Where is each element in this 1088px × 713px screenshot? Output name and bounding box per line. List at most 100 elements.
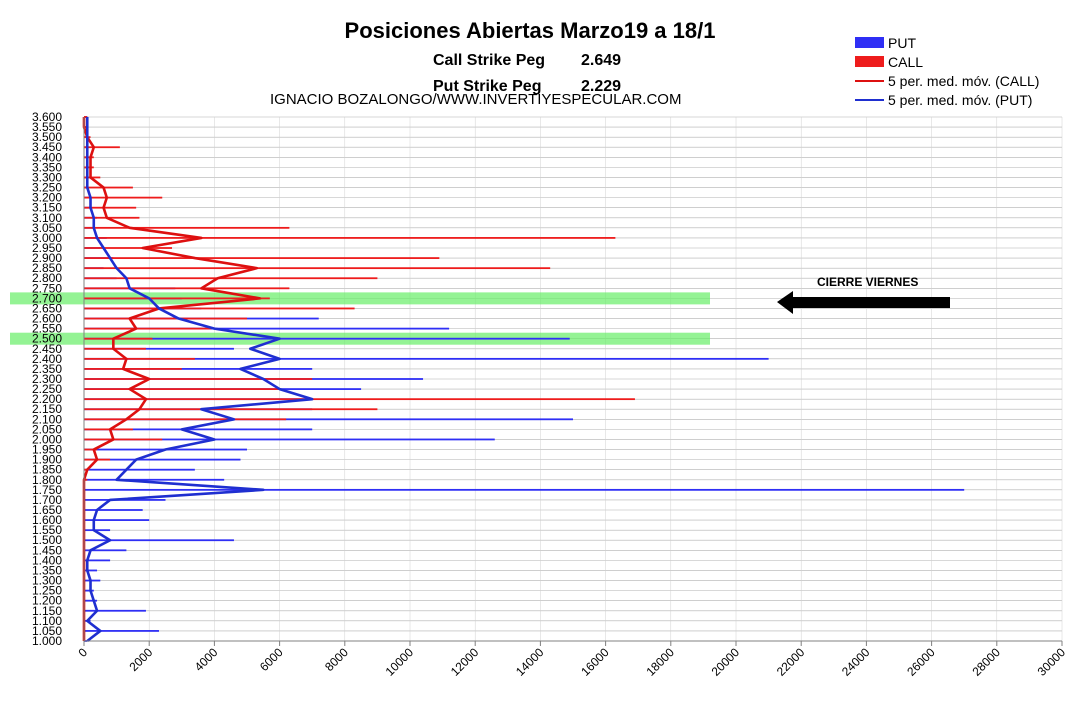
put-bar [84,589,94,592]
x-tick-label: 12000 [448,645,482,679]
y-tick-label: 1.900 [32,453,62,467]
y-tick-label: 2.750 [32,281,62,295]
y-tick-label: 2.600 [32,312,62,326]
x-tick-label: 24000 [839,645,873,679]
put-bar [84,509,143,511]
call-bar [84,408,378,411]
tick-labels: 1.0001.0501.1001.1501.2001.2501.3001.350… [32,110,1068,679]
call-bar [84,317,247,320]
y-tick-label: 2.350 [32,362,62,376]
y-tick-label: 1.300 [32,574,62,588]
legend-label-put-ma: 5 per. med. móv. (PUT) [888,91,1033,108]
call-bar [84,388,280,390]
x-tick-label: 6000 [257,645,286,674]
call-bar [84,327,212,330]
call-bar [84,398,635,401]
put-peg-value: 2.229 [581,78,622,95]
call-swatch [855,56,884,67]
y-tick-label: 1.500 [32,533,62,547]
y-tick-label: 3.400 [32,150,62,164]
y-tick-label: 1.750 [32,483,62,497]
call-bar [84,226,290,229]
x-tick-label: 2000 [127,645,156,674]
legend-item-put-ma: 5 per. med. móv. (PUT) [855,90,1039,109]
y-tick-label: 1.050 [32,624,62,638]
put-ma-swatch [855,98,884,101]
left-arrow-icon [777,291,950,314]
y-tick-label: 1.600 [32,513,62,527]
call-bar [84,126,88,128]
y-tick-label: 1.400 [32,553,62,567]
x-tick-label: 30000 [1035,645,1069,679]
y-tick-label: 1.800 [32,473,62,487]
x-tick-label: 0 [75,645,90,660]
call-bar [84,357,195,360]
put-bar [84,579,101,582]
y-tick-label: 2.250 [32,382,62,396]
y-tick-label: 3.600 [32,110,62,124]
y-tick-label: 2.700 [32,291,62,305]
put-bar [84,418,573,421]
call-bar [84,307,355,310]
grid-lines [83,116,1063,642]
y-tick-label: 1.550 [32,523,62,537]
y-tick-label: 2.550 [32,322,62,336]
call-bar [84,468,88,471]
x-tick-label: 8000 [322,645,351,674]
call-bar [84,428,133,431]
y-tick-label: 3.450 [32,140,62,154]
put-bar [84,458,241,461]
call-bar [84,156,94,159]
put-bar [84,609,146,612]
legend-label-call-ma: 5 per. med. móv. (CALL) [888,72,1040,89]
y-tick-label: 3.250 [32,181,62,195]
y-tick-label: 1.100 [32,614,62,628]
y-tick-label: 1.450 [32,543,62,557]
put-bar [84,559,111,562]
put-bar [84,438,495,441]
put-moving-average-line [85,117,314,643]
y-tick-label: 1.200 [32,594,62,608]
legend-item-call: CALL [855,52,1039,71]
y-tick-label: 2.450 [32,342,62,356]
legend-item-call-ma: 5 per. med. móv. (CALL) [855,71,1039,90]
legend-item-put: PUT [855,33,1039,52]
y-tick-label: 3.050 [32,221,62,235]
put-bar [84,488,965,491]
y-tick-label: 1.150 [32,604,62,618]
x-tick-label: 18000 [643,645,677,679]
call-bar [84,186,133,189]
call-bar [84,116,88,118]
call-bar [84,297,270,300]
x-tick-label: 16000 [578,645,612,679]
y-tick-label: 3.350 [32,160,62,174]
put-bar [84,347,234,350]
put-bar [84,357,769,360]
y-tick-label: 2.150 [32,402,62,416]
y-tick-label: 1.650 [32,503,62,517]
y-tick-label: 3.550 [32,120,62,134]
y-tick-label: 1.250 [32,584,62,598]
call-peg-label: Call Strike Peg [433,52,546,69]
highlight-band [10,292,710,305]
put-bar [84,327,450,330]
x-tick-label: 22000 [774,645,808,679]
y-tick-label: 3.500 [32,130,62,144]
call-bar [84,287,290,290]
y-tick-label: 1.000 [32,634,62,648]
chart-subtitle: IGNACIO BOZALONGO/WWW.INVERTIYESPECULAR.… [270,91,682,108]
call-bar [84,418,287,421]
put-bar [84,599,98,602]
y-tick-label: 2.950 [32,241,62,255]
put-peg-label: Put Strike Peg [433,78,542,95]
y-tick-label: 2.650 [32,301,62,315]
x-tick-label: 26000 [904,645,938,679]
call-bar [84,237,616,239]
cierre-viernes-annotation: CIERRE VIERNES [817,275,919,289]
y-tick-label: 1.950 [32,443,62,457]
y-tick-label: 1.700 [32,493,62,507]
y-tick-label: 2.900 [32,251,62,265]
call-bar [84,277,378,280]
put-strike-peg: Put Strike Peg 2.229 [433,78,621,96]
